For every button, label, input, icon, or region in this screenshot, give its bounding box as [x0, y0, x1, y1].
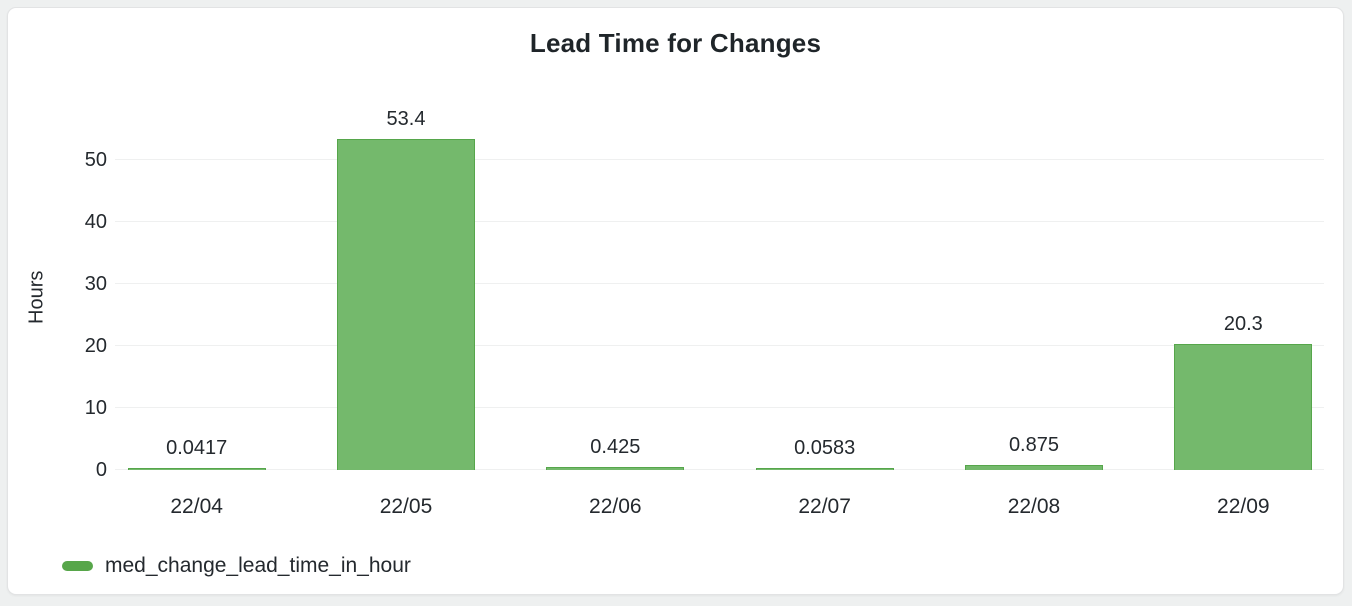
x-tick-label: 22/07 — [798, 495, 851, 518]
x-tick-label: 22/08 — [1007, 495, 1061, 518]
bar-cell: 0.875 — [929, 125, 1138, 470]
legend-swatch-icon — [62, 561, 93, 571]
bar[interactable] — [755, 467, 894, 470]
bar-series: 0.0417 53.4 0.425 0.0583 0.875 20.3 — [92, 108, 1343, 470]
bar[interactable] — [964, 464, 1104, 470]
bar-cell: 0.425 — [511, 125, 720, 470]
y-gridline — [115, 344, 1324, 346]
y-gridline — [115, 469, 1324, 470]
y-tick-label: 50 — [84, 148, 107, 171]
y-gridline — [115, 158, 1324, 160]
x-axis-tick-labels: 22/04 22/05 22/06 22/07 22/08 22/09 — [92, 495, 1343, 519]
bar-cell: 0.0583 — [720, 125, 929, 470]
legend-item[interactable]: med_change_lead_time_in_hour — [62, 554, 411, 578]
panel-title: Lead Time for Changes — [529, 28, 822, 58]
legend-series-label: med_change_lead_time_in_hour — [105, 554, 411, 577]
y-tick-label: 10 — [84, 396, 107, 419]
y-gridline — [115, 282, 1324, 284]
bar-value-label: 0.425 — [590, 436, 641, 459]
bar[interactable] — [1174, 344, 1313, 470]
bar-value-label: 0.0583 — [794, 436, 856, 459]
y-gridline — [115, 406, 1324, 408]
bar-cell: 53.4 — [301, 108, 510, 470]
bar-value-label: 53.4 — [386, 107, 426, 130]
bar-value-label: 0.875 — [1008, 433, 1059, 456]
x-tick-label: 22/04 — [170, 495, 223, 518]
y-tick-label: 40 — [84, 210, 107, 233]
y-tick-label: 20 — [84, 334, 107, 357]
y-tick-label: 30 — [84, 272, 107, 295]
x-tick-label: 22/06 — [589, 495, 642, 518]
gridlines — [115, 125, 1324, 470]
chart-panel: Lead Time for Changes Hours 0 10 20 30 40 50 … — [7, 7, 1344, 595]
y-axis-tick-labels: 0 10 20 30 40 50 — [28, 125, 107, 481]
x-tick-label: 22/09 — [1217, 495, 1270, 518]
y-gridline — [115, 220, 1324, 222]
bar[interactable] — [127, 467, 266, 470]
bar[interactable] — [336, 138, 476, 470]
bar-value-label: 20.3 — [1223, 313, 1263, 336]
y-tick-label: 0 — [95, 459, 107, 481]
bar-cell: 20.3 — [1139, 125, 1343, 470]
bar[interactable] — [546, 467, 685, 470]
bar-cell: 0.0417 — [92, 125, 301, 470]
bar-value-label: 0.0417 — [166, 436, 228, 459]
x-tick-label: 22/05 — [379, 495, 433, 518]
